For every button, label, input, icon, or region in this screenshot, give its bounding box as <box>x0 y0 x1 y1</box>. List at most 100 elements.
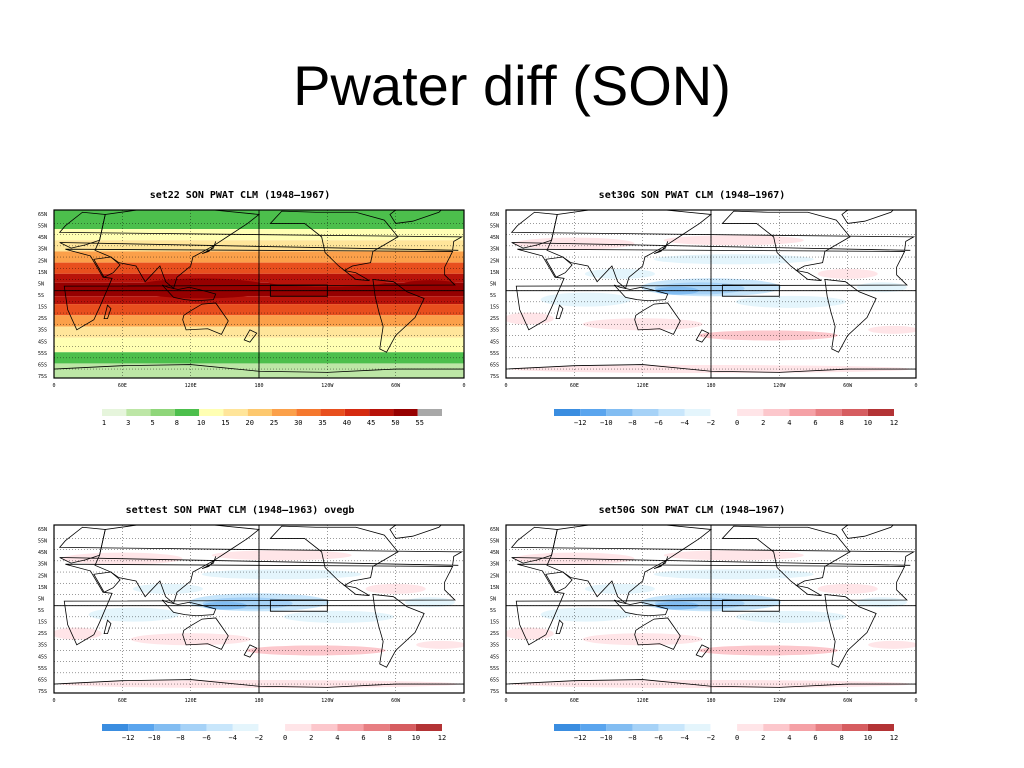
lat-label: 55S <box>490 666 499 672</box>
lat-label: 55N <box>38 539 47 545</box>
colorbar-swatch <box>841 409 868 416</box>
lat-label: 35S <box>38 643 47 649</box>
colorbar-swatch <box>841 724 868 731</box>
coastline-antarctica <box>506 364 916 378</box>
lon-label: 60E <box>118 383 127 389</box>
colorbar-label: −12 <box>122 734 135 742</box>
colorbar-label: 10 <box>412 734 420 742</box>
lat-label: 35S <box>38 328 47 334</box>
colorbar-swatch <box>867 724 894 731</box>
colorbar-swatch <box>763 724 790 731</box>
coastline-asia <box>546 525 713 605</box>
colorbar-label: 12 <box>438 734 446 742</box>
coastline-greenland <box>841 210 894 224</box>
colorbar-swatch <box>789 409 816 416</box>
colorbar-swatch <box>128 724 155 731</box>
coastline-madagascar <box>103 619 112 635</box>
colorbar-swatch <box>606 724 633 731</box>
colorbar-swatch <box>102 409 127 416</box>
itcz-atlantic <box>399 280 460 293</box>
map-canvas: 65N 55N 45N 35N 25N 15N 5N 5S 15S 25S 35S 45S 55S 65S… <box>38 524 466 742</box>
lon-label: 60W <box>391 383 401 389</box>
anomaly-patch <box>540 292 631 307</box>
lat-label: 75S <box>490 689 499 695</box>
map-title: set30G SON PWAT CLM (1948–1967) <box>598 190 786 201</box>
lat-label: 5S <box>38 293 44 299</box>
coastline-africa <box>515 248 908 331</box>
coastline-indonesia <box>613 599 669 617</box>
colorbar-label: 55 <box>415 419 423 427</box>
lat-label: 35S <box>490 643 499 649</box>
coastline-africa <box>515 563 908 646</box>
anomaly-patch <box>201 569 362 580</box>
map-frame <box>53 524 465 694</box>
colorbar-swatch <box>554 724 581 731</box>
anomaly-patch <box>663 550 804 561</box>
map-plot-area <box>54 210 464 378</box>
colorbar-label: 8 <box>840 734 844 742</box>
lat-label: 25S <box>490 631 499 637</box>
lat-label: 65N <box>490 212 499 218</box>
colorbar-swatch <box>580 724 607 731</box>
colorbar-swatch <box>632 724 659 731</box>
colorbar-label: 12 <box>890 734 898 742</box>
colorbar-swatch <box>285 724 312 731</box>
lon-label: 60E <box>570 383 579 389</box>
map-title: set22 SON PWAT CLM (1948–1967) <box>149 190 331 201</box>
lat-label: 25N <box>490 258 499 264</box>
colorbar-label: 6 <box>813 419 817 427</box>
map-plot-area <box>506 210 916 378</box>
map-panel-set22: set22 SON PWAT CLM (1948–1967) 65N 55N 45N… <box>10 190 470 440</box>
lat-label: 45N <box>38 550 47 556</box>
coastline-madagascar <box>103 304 112 320</box>
lon-label: 60W <box>843 383 853 389</box>
colorbar-label: 30 <box>294 419 302 427</box>
nino-box <box>721 599 780 612</box>
map-panel-set50g: set50G SON PWAT CLM (1948–1967) 65N 55N 45… <box>462 505 922 755</box>
lon-label: 60W <box>391 698 401 704</box>
lat-label: 15N <box>490 270 499 276</box>
anomaly-patch <box>88 607 179 622</box>
colorbar-label: 8 <box>388 734 392 742</box>
lon-label: 0 <box>504 698 507 704</box>
lat-label: 45S <box>38 654 47 660</box>
coastline-africa <box>63 563 456 646</box>
lat-label: 35N <box>490 247 499 253</box>
lat-label: 25S <box>490 316 499 322</box>
colorbar-label: −2 <box>707 419 715 427</box>
lat-label: 75S <box>38 374 47 380</box>
coastline-asia <box>94 525 261 605</box>
colorbar-label: 6 <box>813 734 817 742</box>
coastline-nz <box>695 329 710 343</box>
colorbar-label: 4 <box>787 734 791 742</box>
lon-label: 0 <box>52 383 55 389</box>
map-plot-area <box>54 525 464 693</box>
colorbar-label: 0 <box>735 734 739 742</box>
colorbar-swatch <box>867 409 894 416</box>
lat-label: 75S <box>490 374 499 380</box>
lon-label: 120E <box>637 698 649 704</box>
coastline-arabia <box>545 571 573 593</box>
coastline-indonesia <box>161 284 217 302</box>
colorbar-swatch <box>344 409 370 416</box>
colorbar-label: −6 <box>654 419 662 427</box>
coastline-south-america <box>372 278 425 353</box>
colorbar-swatch <box>311 724 338 731</box>
colorbar-label: 15 <box>221 419 229 427</box>
colorbar-label: −10 <box>148 734 161 742</box>
colorbar-swatch <box>223 409 248 416</box>
lat-label: 55N <box>490 539 499 545</box>
coastline-south-america <box>824 278 877 353</box>
lat-label: 45N <box>38 235 47 241</box>
anomaly-patch <box>868 640 916 649</box>
colorbar-label: 2 <box>761 734 765 742</box>
colorbar-label: 2 <box>761 419 765 427</box>
colorbar-label: 4 <box>335 734 339 742</box>
colorbar-label: 40 <box>343 419 351 427</box>
lat-label: 5S <box>38 608 44 614</box>
colorbar-swatch <box>632 409 659 416</box>
coastline-asia <box>94 210 261 290</box>
lat-label: 45N <box>490 235 499 241</box>
colorbar-label: 1 <box>102 419 106 427</box>
anomaly-patch <box>211 550 352 561</box>
